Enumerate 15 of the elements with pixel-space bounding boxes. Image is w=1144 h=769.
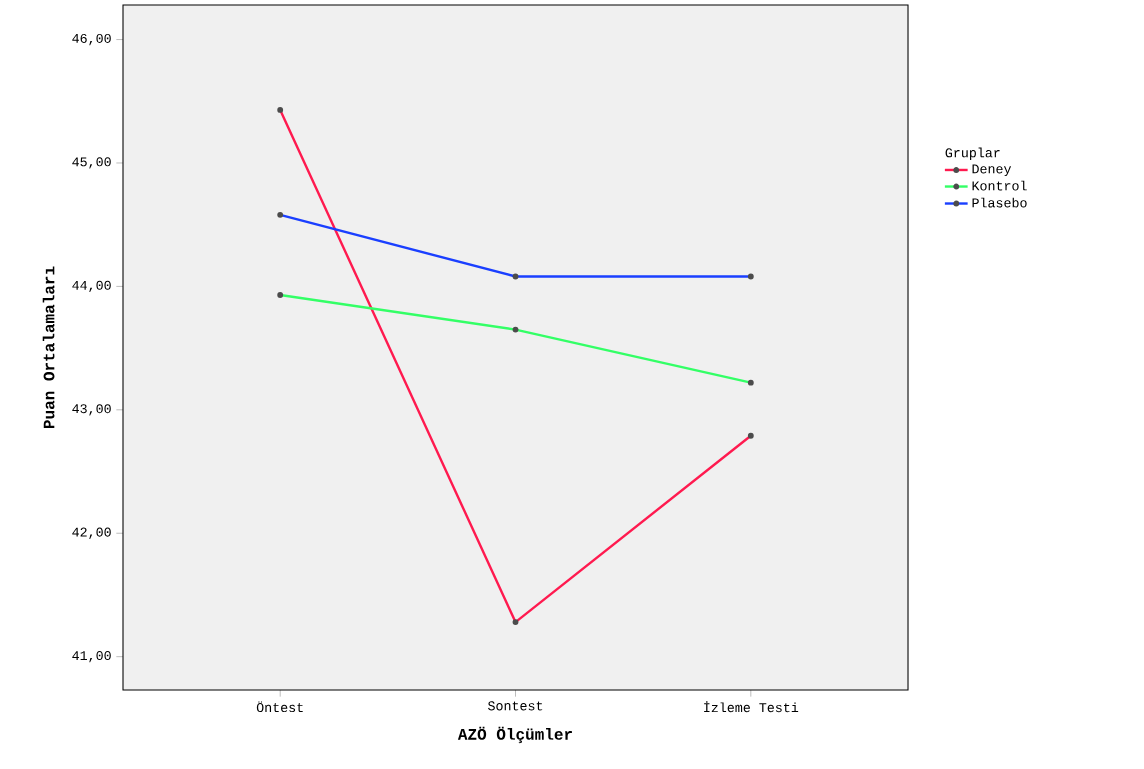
x-axis-title: AZÖ Ölçümler — [457, 726, 572, 743]
legend-label: Kontrol — [972, 180, 1027, 191]
y-tick-label: 41,00 — [72, 650, 111, 663]
x-tick-label: Sontest — [488, 701, 543, 711]
y-tick-label: 45,00 — [72, 157, 111, 169]
x-tick-label: İzleme Testi — [704, 701, 799, 713]
y-tick-label: 43,00 — [72, 404, 111, 416]
legend-title: Gruplar — [945, 147, 1000, 160]
legend-label: Plasebo — [972, 197, 1027, 208]
y-axis-title: Puan Ortalamaları — [42, 266, 55, 428]
x-tick-label: Öntest — [256, 701, 303, 712]
legend-label: Deney — [972, 164, 1012, 176]
y-tick-label: 44,00 — [72, 280, 111, 292]
y-tick-label: 46,00 — [72, 33, 111, 46]
y-tick-label: 42,00 — [72, 527, 111, 539]
